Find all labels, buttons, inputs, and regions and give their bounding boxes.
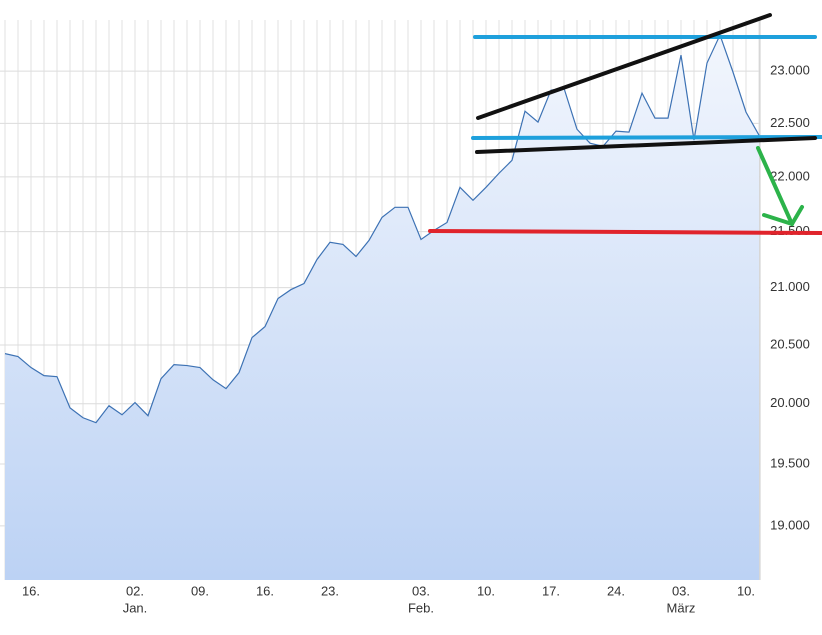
x-tick-label: 10. bbox=[477, 583, 495, 598]
y-tick-label: 19.500 bbox=[770, 455, 810, 470]
x-tick-label: 23. bbox=[321, 583, 339, 598]
trend-line bbox=[475, 136, 817, 154]
x-tick-label: 09. bbox=[191, 583, 209, 598]
arrow bbox=[756, 146, 794, 226]
x-tick-label: 03. bbox=[412, 583, 430, 598]
support-line bbox=[471, 135, 822, 140]
x-month-label: Jan. bbox=[123, 600, 148, 615]
x-tick-label: 24. bbox=[607, 583, 625, 598]
x-tick-label: 16. bbox=[256, 583, 274, 598]
x-tick-label: 02. bbox=[126, 583, 144, 598]
labels: 19.00019.50020.00020.50021.00021.50022.0… bbox=[22, 63, 810, 616]
x-tick-label: 16. bbox=[22, 583, 40, 598]
y-tick-label: 20.000 bbox=[770, 395, 810, 410]
trend-line bbox=[476, 13, 772, 120]
annotations bbox=[428, 13, 822, 235]
x-tick-label: 17. bbox=[542, 583, 560, 598]
price-line bbox=[4, 33, 760, 424]
area bbox=[5, 35, 759, 581]
y-tick-label: 22.500 bbox=[770, 115, 810, 130]
y-tick-label: 20.500 bbox=[770, 336, 810, 351]
target-line bbox=[428, 229, 822, 235]
x-tick-label: 10. bbox=[737, 583, 755, 598]
x-tick-label: 03. bbox=[672, 583, 690, 598]
y-tick-label: 21.000 bbox=[770, 279, 810, 294]
y-tick-label: 23.000 bbox=[770, 63, 810, 78]
plot bbox=[4, 33, 760, 581]
y-tick-label: 22.000 bbox=[770, 168, 810, 183]
x-month-label: März bbox=[667, 600, 696, 615]
x-month-label: Feb. bbox=[408, 600, 434, 615]
y-tick-label: 19.000 bbox=[770, 517, 810, 532]
arrow-head bbox=[762, 205, 804, 227]
